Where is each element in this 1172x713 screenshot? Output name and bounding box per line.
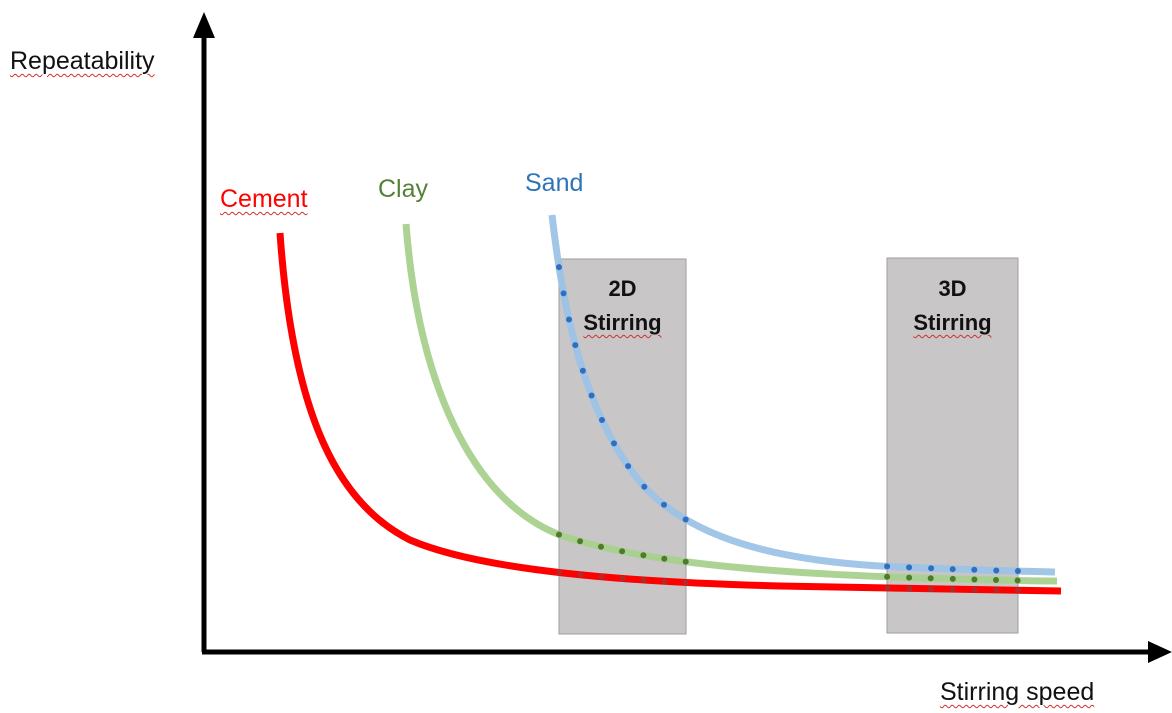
clay-dot-3d bbox=[906, 574, 913, 581]
cement-dot-3d bbox=[906, 585, 913, 592]
region-2d-label-line2: Stirring bbox=[583, 310, 662, 335]
sand-dot-2d bbox=[661, 501, 667, 508]
cement-dot-2d bbox=[556, 569, 563, 576]
sand-dot-2d bbox=[556, 264, 562, 271]
region-3d-label-line1: 3D bbox=[938, 276, 967, 301]
sand-dot-2d bbox=[579, 367, 586, 374]
sand-dot-2d bbox=[566, 316, 572, 323]
sand-dot-3d bbox=[971, 566, 978, 573]
cement-dot-3d bbox=[949, 586, 956, 593]
region-3d-label-line2: Stirring bbox=[913, 310, 992, 335]
cement-dot-3d bbox=[971, 586, 978, 593]
clay-dot-3d bbox=[949, 575, 956, 582]
clay-dot-2d bbox=[619, 548, 626, 555]
cement-dot-3d bbox=[884, 585, 891, 592]
clay-label: Clay bbox=[378, 175, 429, 203]
dotted-overlays bbox=[556, 264, 1021, 594]
sand-dot-3d bbox=[906, 564, 913, 571]
sand-dot-2d bbox=[572, 342, 579, 349]
curve-cement bbox=[276, 232, 1062, 595]
clay-dot-3d bbox=[971, 576, 978, 583]
sand-dot-2d bbox=[682, 516, 689, 523]
cement-dot-3d bbox=[928, 586, 934, 593]
region-2d-label: 2D Stirring bbox=[559, 272, 686, 340]
clay-dot-3d bbox=[927, 575, 934, 582]
sand-dot-3d bbox=[1014, 568, 1021, 574]
clay-dot-3d bbox=[1014, 577, 1021, 584]
sand-dot-2d bbox=[588, 392, 595, 399]
cement-dot-3d bbox=[1014, 587, 1021, 594]
clay-dot-3d bbox=[993, 577, 999, 583]
cement-dot-2d bbox=[661, 578, 668, 585]
clay-dot-2d bbox=[682, 558, 689, 565]
sand-dot-3d bbox=[993, 567, 1000, 574]
sand-dot-2d bbox=[599, 417, 605, 423]
cement-dot-2d bbox=[619, 575, 626, 582]
region-3d-label: 3D Stirring bbox=[887, 272, 1018, 340]
sand-dot-2d bbox=[611, 440, 617, 447]
clay-dot-2d bbox=[640, 552, 647, 559]
sand-dot-3d bbox=[949, 566, 956, 573]
cement-dot-2d bbox=[598, 573, 605, 580]
y-axis-label: Repeatability bbox=[10, 47, 155, 75]
sand-dot-3d bbox=[928, 565, 935, 572]
clay-dot-2d bbox=[598, 543, 604, 550]
cement-dot-3d bbox=[993, 587, 1000, 593]
sand-dot-2d bbox=[641, 483, 648, 490]
region-2d-label-line1: 2D bbox=[608, 276, 637, 301]
clay-dot-2d bbox=[661, 555, 668, 562]
clay-dot-2d bbox=[556, 531, 562, 538]
sand-label: Sand bbox=[525, 169, 584, 197]
clay-dot-3d bbox=[884, 573, 891, 580]
clay-dot-2d bbox=[577, 538, 584, 545]
sand-dot-2d bbox=[625, 463, 632, 470]
x-axis-arrowhead bbox=[1148, 641, 1172, 663]
y-axis-arrowhead bbox=[193, 12, 215, 38]
sand-dot-2d bbox=[560, 290, 567, 297]
cement-dot-2d bbox=[577, 571, 584, 578]
cement-dot-2d bbox=[640, 577, 647, 583]
cement-dot-2d bbox=[682, 579, 689, 586]
x-axis-label: Stirring speed bbox=[940, 678, 1095, 706]
cement-label: Cement bbox=[220, 185, 308, 213]
sand-dot-3d bbox=[884, 563, 891, 570]
